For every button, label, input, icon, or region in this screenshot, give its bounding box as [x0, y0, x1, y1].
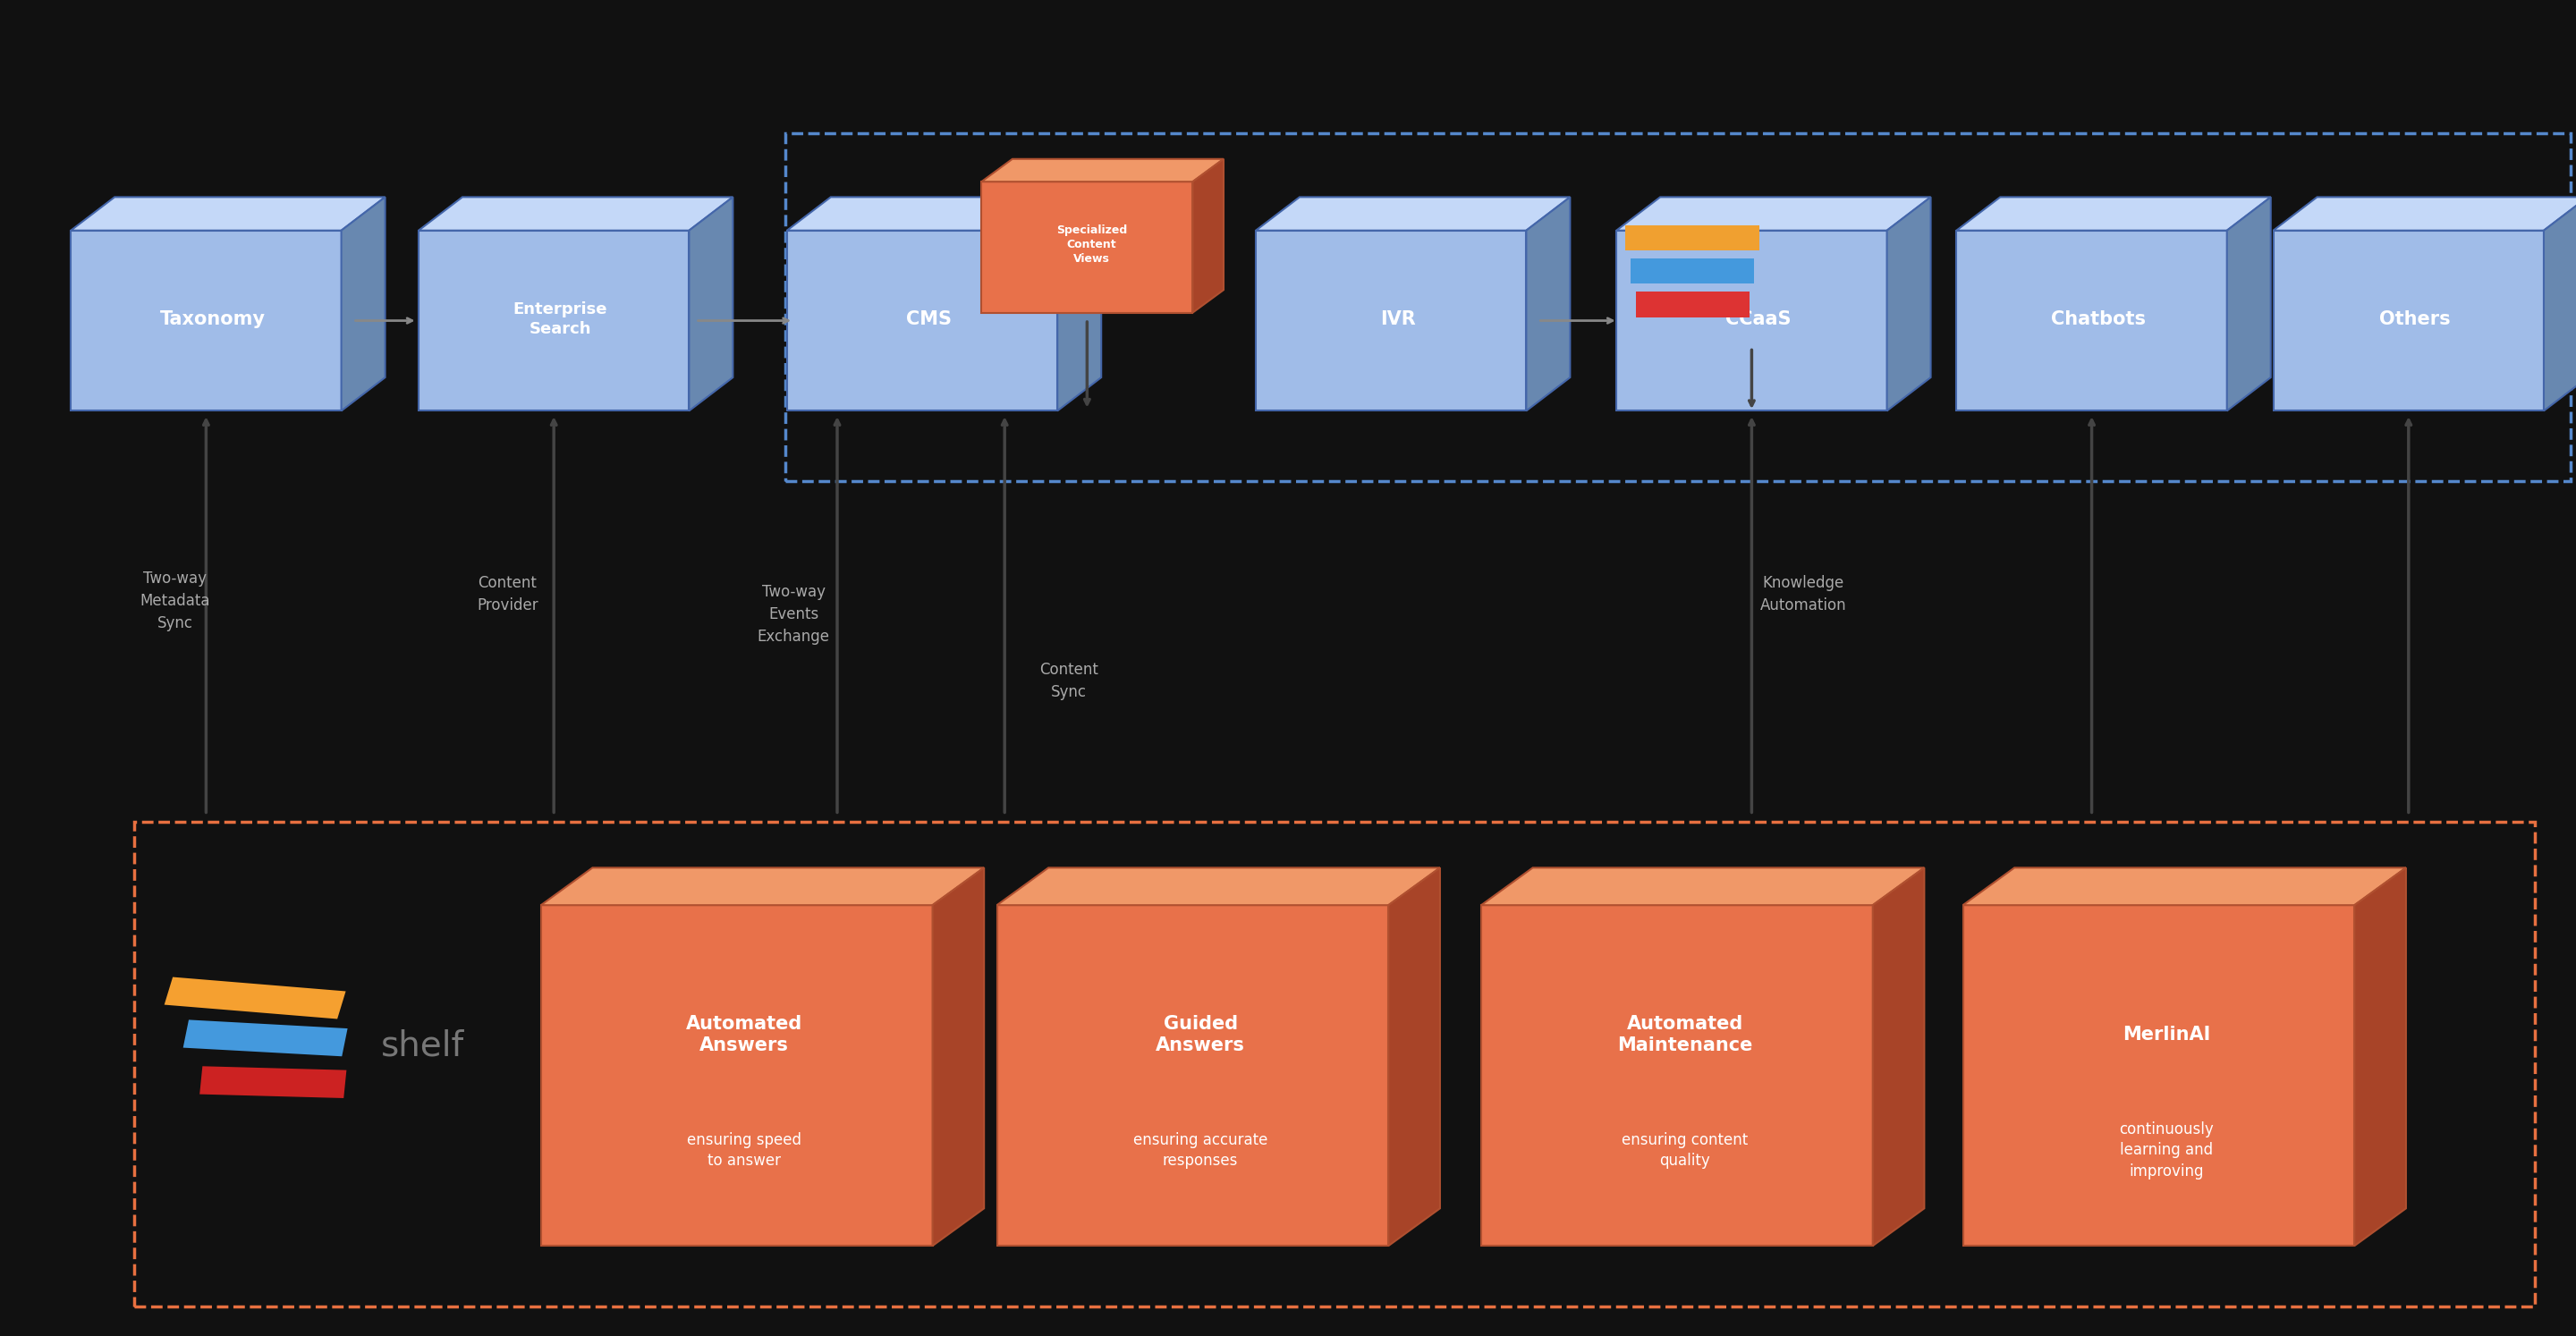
FancyBboxPatch shape	[541, 906, 933, 1245]
Text: continuously
learning and
improving: continuously learning and improving	[2120, 1121, 2213, 1180]
Text: Automated
Answers: Automated Answers	[685, 1014, 804, 1054]
Text: ensuring content
quality: ensuring content quality	[1620, 1132, 1749, 1169]
Polygon shape	[690, 198, 734, 411]
FancyBboxPatch shape	[1958, 230, 2228, 411]
FancyBboxPatch shape	[417, 230, 690, 411]
Text: IVR: IVR	[1381, 310, 1414, 327]
Polygon shape	[1958, 198, 2272, 230]
FancyBboxPatch shape	[981, 182, 1193, 313]
Text: shelf: shelf	[381, 1029, 464, 1063]
Polygon shape	[1886, 198, 1932, 411]
FancyBboxPatch shape	[2275, 230, 2545, 411]
Text: Content
Sync: Content Sync	[1041, 663, 1097, 700]
Text: CCaaS: CCaaS	[1726, 310, 1790, 327]
FancyBboxPatch shape	[72, 230, 340, 411]
Polygon shape	[2545, 198, 2576, 411]
FancyBboxPatch shape	[1481, 906, 1873, 1245]
Polygon shape	[541, 868, 984, 906]
FancyBboxPatch shape	[1257, 230, 1525, 411]
Polygon shape	[981, 159, 1224, 182]
Polygon shape	[417, 198, 734, 230]
Text: Content
Provider: Content Provider	[477, 576, 538, 613]
Text: Automated
Maintenance: Automated Maintenance	[1618, 1014, 1752, 1054]
Bar	[198, 1066, 348, 1098]
Text: Two-way
Events
Exchange: Two-way Events Exchange	[757, 584, 829, 645]
Polygon shape	[340, 198, 386, 411]
Polygon shape	[1618, 198, 1932, 230]
Polygon shape	[1193, 159, 1224, 313]
Bar	[1636, 291, 1749, 317]
Bar	[786, 134, 2571, 481]
Text: Chatbots: Chatbots	[2050, 310, 2146, 327]
Bar	[1625, 224, 1759, 250]
Text: Two-way
Metadata
Sync: Two-way Metadata Sync	[139, 570, 211, 632]
Polygon shape	[1059, 198, 1103, 411]
Text: Enterprise
Search: Enterprise Search	[513, 301, 608, 337]
FancyBboxPatch shape	[1963, 906, 2354, 1245]
Text: ensuring speed
to answer: ensuring speed to answer	[688, 1132, 801, 1169]
Polygon shape	[1388, 868, 1440, 1245]
FancyBboxPatch shape	[788, 230, 1059, 411]
Polygon shape	[1873, 868, 1924, 1245]
Polygon shape	[933, 868, 984, 1245]
Text: Others: Others	[2380, 310, 2450, 327]
Polygon shape	[1257, 198, 1571, 230]
Polygon shape	[1963, 868, 2406, 906]
Bar	[183, 1019, 348, 1057]
Polygon shape	[788, 198, 1103, 230]
Text: ensuring accurate
responses: ensuring accurate responses	[1133, 1132, 1267, 1169]
Text: CMS: CMS	[907, 310, 951, 327]
Text: Specialized
Content
Views: Specialized Content Views	[1056, 224, 1128, 265]
Polygon shape	[2228, 198, 2272, 411]
Polygon shape	[1481, 868, 1924, 906]
Text: Guided
Answers: Guided Answers	[1157, 1014, 1244, 1054]
Text: Knowledge
Automation: Knowledge Automation	[1759, 576, 1847, 613]
Bar	[165, 977, 345, 1019]
Polygon shape	[2275, 198, 2576, 230]
FancyBboxPatch shape	[997, 906, 1388, 1245]
Polygon shape	[72, 198, 386, 230]
Text: MerlinAI: MerlinAI	[2123, 1026, 2210, 1043]
Bar	[134, 822, 2535, 1307]
Bar	[1631, 259, 1754, 285]
Polygon shape	[997, 868, 1440, 906]
Text: Taxonomy: Taxonomy	[160, 310, 265, 327]
Polygon shape	[1525, 198, 1571, 411]
FancyBboxPatch shape	[1618, 230, 1886, 411]
Polygon shape	[2354, 868, 2406, 1245]
